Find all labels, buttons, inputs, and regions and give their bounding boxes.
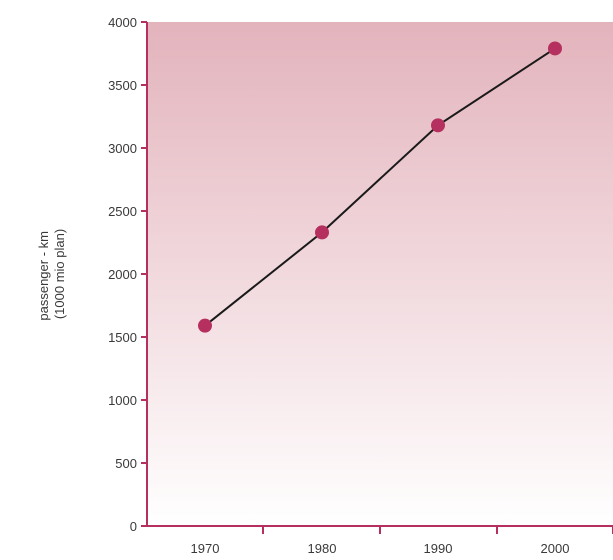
x-tick-label: 1980 bbox=[308, 541, 337, 556]
y-tick-label: 0 bbox=[130, 519, 137, 534]
x-tick-label: 1990 bbox=[424, 541, 453, 556]
data-point bbox=[548, 41, 562, 56]
y-tick-label: 3000 bbox=[108, 141, 137, 156]
plot-background bbox=[147, 22, 613, 526]
series-layer bbox=[198, 41, 562, 333]
series-line bbox=[204, 47, 556, 327]
y-tick-label: 500 bbox=[115, 456, 137, 471]
y-tick-label: 3500 bbox=[108, 78, 137, 93]
y-tick-label: 1000 bbox=[108, 393, 137, 408]
x-axis-ticks: 1970 1980 1990 2000 bbox=[191, 526, 613, 556]
y-tick-label: 1500 bbox=[108, 330, 137, 345]
y-tick-label: 4000 bbox=[108, 15, 137, 30]
y-axis-label-line-2: (1000 mio plan) bbox=[52, 229, 67, 319]
data-point bbox=[431, 118, 445, 133]
x-tick-label: 2000 bbox=[541, 541, 570, 556]
y-tick-label: 2000 bbox=[108, 267, 137, 282]
x-tick-label: 1970 bbox=[191, 541, 220, 556]
data-point bbox=[315, 225, 329, 240]
data-point bbox=[198, 318, 212, 333]
y-axis-ticks: 0 500 1000 1500 2000 2500 3000 3500 4000 bbox=[108, 15, 147, 534]
y-tick-label: 2500 bbox=[108, 204, 137, 219]
y-axis-label-line-1: passenger - km bbox=[36, 231, 51, 321]
y-axis-label: passenger - km (1000 mio plan) bbox=[36, 227, 67, 320]
